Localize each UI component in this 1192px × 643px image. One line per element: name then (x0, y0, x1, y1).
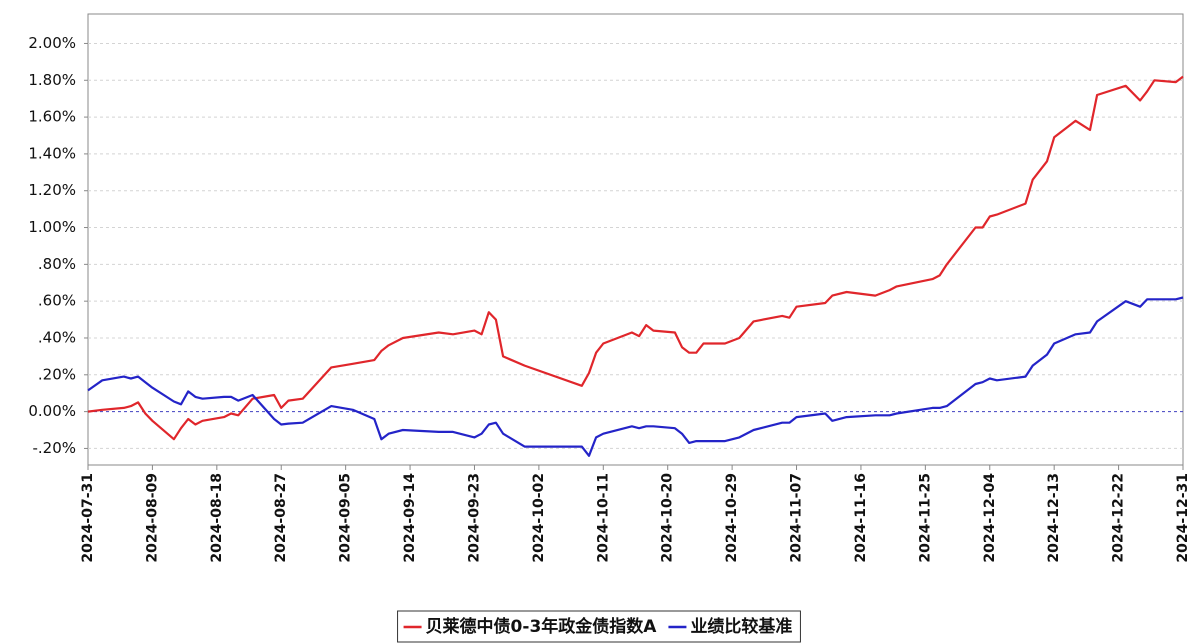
x-tick-label: 2024-10-02 (531, 473, 547, 563)
plot-frame (87, 13, 1184, 466)
x-tick-label: 2024-10-20 (660, 473, 676, 563)
y-tick-label: 1.00% (28, 218, 76, 236)
y-tick-label: .40% (38, 328, 76, 346)
y-tick-label: 0.00% (28, 402, 76, 420)
y-tick-label: .60% (38, 292, 76, 310)
x-tick-label: 2024-07-31 (80, 473, 96, 563)
y-tick-label: .80% (38, 255, 76, 273)
x-tick-label: 2024-10-11 (595, 473, 611, 563)
y-tick-label: -.20% (32, 439, 76, 457)
y-tick-label: .20% (38, 365, 76, 383)
x-tick-label: 2024-08-18 (209, 473, 225, 563)
series-line (87, 296, 1184, 457)
legend-box (397, 610, 801, 643)
x-tick-label: 2024-09-14 (402, 473, 418, 563)
legend-label: 贝莱德中债0-3年政金债指数A (426, 616, 658, 637)
y-tick-label: 2.00% (28, 34, 76, 52)
legend: 贝莱德中债0-3年政金债指数A 业绩比较基准 (397, 610, 801, 643)
series-line (87, 75, 1184, 441)
y-tick-label: 1.20% (28, 181, 76, 199)
legend-label: 业绩比较基准 (690, 616, 792, 637)
x-tick-label: 2024-11-07 (789, 473, 805, 563)
x-tick-label: 2024-12-13 (1046, 473, 1062, 563)
x-tick-label: 2024-09-05 (338, 473, 354, 563)
x-tick-label: 2024-12-04 (982, 473, 998, 563)
x-tick-label: 2024-08-27 (273, 473, 289, 563)
x-tick-label: 2024-11-16 (853, 473, 869, 563)
x-tick-label: 2024-12-31 (1175, 473, 1191, 563)
x-tick-label: 2024-11-25 (917, 473, 933, 563)
y-tick-label: 1.80% (28, 71, 76, 89)
x-tick-label: 2024-12-22 (1111, 473, 1127, 563)
x-tick-label: 2024-10-29 (724, 473, 740, 563)
y-tick-label: 1.60% (28, 108, 76, 126)
x-tick-label: 2024-08-09 (144, 473, 160, 563)
y-tick-label: 1.40% (28, 144, 76, 162)
x-tick-label: 2024-09-23 (466, 473, 482, 563)
